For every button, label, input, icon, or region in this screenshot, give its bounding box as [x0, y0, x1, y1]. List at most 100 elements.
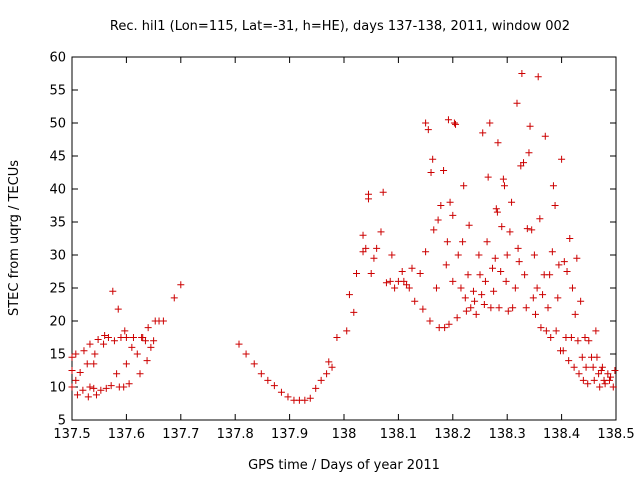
data-point — [122, 334, 130, 341]
data-point — [522, 304, 530, 312]
data-point — [597, 367, 605, 374]
data-point — [388, 251, 396, 259]
data-point — [493, 208, 501, 216]
data-point — [408, 264, 416, 272]
data-point — [422, 248, 430, 256]
data-point — [72, 350, 80, 358]
data-point — [508, 198, 516, 206]
data-point — [506, 228, 514, 236]
data-point — [364, 190, 372, 198]
data-point — [596, 383, 604, 391]
data-point — [487, 304, 495, 312]
data-point — [530, 251, 538, 259]
data-point — [476, 271, 484, 279]
data-point — [542, 327, 550, 335]
data-point — [416, 269, 424, 277]
data-point — [513, 99, 521, 107]
data-point — [552, 327, 560, 335]
data-point — [457, 284, 465, 292]
data-point — [133, 350, 141, 358]
data-point — [429, 155, 437, 163]
data-point — [177, 281, 185, 289]
data-point — [529, 294, 537, 302]
data-point — [242, 350, 250, 358]
data-point — [398, 268, 406, 275]
data-point — [459, 238, 467, 246]
data-point — [443, 238, 451, 246]
data-point — [422, 119, 430, 127]
data-point — [362, 244, 370, 252]
data-point — [353, 269, 361, 277]
data-point — [333, 334, 341, 341]
data-point — [611, 367, 619, 374]
data-point — [590, 376, 598, 384]
data-point — [605, 376, 613, 384]
chart-title: Rec. hil1 (Lon=115, Lat=-31, h=HE), days… — [110, 19, 570, 34]
data-point — [503, 251, 511, 259]
data-point — [467, 304, 475, 312]
data-point — [437, 202, 445, 209]
data-point — [101, 332, 109, 340]
x-tick-label: 138.2 — [434, 427, 471, 442]
data-point — [373, 244, 381, 252]
data-point — [442, 261, 450, 269]
data-point — [568, 284, 576, 292]
data-point — [129, 334, 137, 341]
data-point — [478, 291, 486, 299]
data-point — [68, 353, 76, 361]
data-point — [411, 297, 419, 305]
data-point — [80, 347, 88, 355]
data-point — [460, 182, 468, 190]
data-point — [536, 215, 544, 223]
data-point — [563, 268, 571, 275]
data-point — [306, 394, 314, 402]
data-point — [525, 149, 533, 157]
data-point — [104, 334, 112, 341]
data-point — [277, 388, 285, 396]
data-point — [170, 294, 178, 302]
data-point — [100, 340, 108, 348]
data-point — [102, 384, 110, 392]
data-point — [461, 294, 469, 302]
data-point — [113, 370, 121, 378]
data-point — [573, 254, 581, 262]
y-tick-label: 30 — [49, 249, 66, 264]
data-point — [382, 279, 390, 287]
data-point — [325, 358, 333, 366]
data-point — [359, 231, 367, 239]
data-point — [83, 360, 91, 368]
data-point — [528, 226, 536, 234]
data-point — [558, 155, 566, 163]
y-axis-label: STEC from uqrg / TECUs — [7, 160, 22, 316]
x-tick-label: 138.4 — [543, 427, 580, 442]
data-point — [434, 216, 442, 224]
y-tick-label: 25 — [49, 282, 66, 297]
data-point — [430, 226, 438, 234]
data-point — [589, 363, 597, 371]
data-point — [492, 205, 500, 213]
data-point — [110, 337, 118, 345]
x-tick-label: 138.3 — [489, 427, 526, 442]
data-point — [72, 376, 80, 384]
data-point — [301, 396, 309, 404]
data-point — [566, 235, 574, 242]
data-point — [581, 334, 589, 341]
data-point — [386, 277, 394, 285]
data-point — [264, 376, 272, 384]
data-point — [120, 383, 128, 391]
y-tick-label: 60 — [49, 51, 66, 66]
data-point — [518, 70, 526, 77]
data-point — [539, 291, 547, 299]
data-point — [464, 271, 472, 279]
data-point — [471, 297, 479, 305]
data-point — [446, 198, 454, 206]
data-point — [68, 367, 76, 374]
data-point — [537, 324, 545, 332]
data-point — [495, 304, 503, 312]
data-point — [472, 310, 480, 318]
data-point — [444, 116, 452, 124]
data-point — [144, 324, 152, 332]
x-tick-label: 137.5 — [53, 427, 90, 442]
y-tick-label: 15 — [49, 348, 66, 363]
